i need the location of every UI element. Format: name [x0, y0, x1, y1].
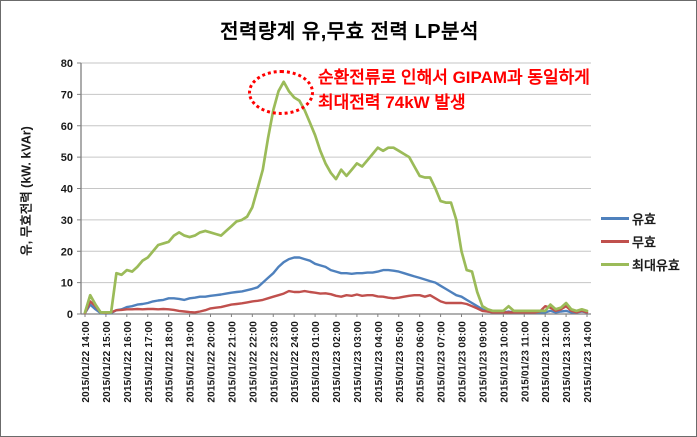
y-tick-label: 0: [67, 309, 73, 321]
x-tick-label: 2015/01/22 16:00: [123, 321, 134, 403]
x-tick-label: 2015/01/23 05:00: [395, 321, 406, 403]
x-tick-label: 2015/01/22 14:00: [81, 321, 92, 403]
y-tick-label: 50: [61, 152, 73, 164]
legend-label-reactive-power: 무효: [632, 235, 656, 250]
series-line-유효: [83, 256, 589, 315]
x-tick-label: 2015/01/23 03:00: [353, 321, 364, 403]
x-tick-label: 2015/01/22 23:00: [269, 321, 280, 403]
x-tick-label: 2015/01/23 10:00: [499, 321, 510, 403]
x-tick-label: 2015/01/23 09:00: [478, 321, 489, 403]
x-tick-label: 2015/01/22 20:00: [207, 321, 218, 403]
legend-item-max-active-power: 최대유효: [601, 253, 680, 276]
x-tick-label: 2015/01/22 24:00: [290, 321, 301, 403]
x-tick-label: 2015/01/23 13:00: [562, 321, 573, 403]
x-tick-label: 2015/01/22 15:00: [102, 321, 113, 403]
series-line-최대유효: [83, 80, 589, 314]
y-tick-label: 60: [61, 121, 73, 133]
annotation-callout: 순환전류로 인해서 GIPAM과 동일하게 최대전력 74kW 발생: [318, 65, 590, 115]
legend-item-active-power: 유효: [601, 207, 680, 230]
legend-label-active-power: 유효: [632, 212, 656, 227]
x-tick-label: 2015/01/23 08:00: [458, 321, 469, 403]
x-tick-label: 2015/01/23 11:00: [520, 321, 531, 402]
y-tick-label: 80: [61, 58, 73, 70]
legend-label-max-active-power: 최대유효: [632, 258, 680, 273]
peak-highlight-ellipse: [248, 70, 314, 115]
x-tick-label: 2015/01/22 17:00: [144, 321, 155, 403]
x-tick-label: 2015/01/23 01:00: [311, 321, 322, 403]
x-tick-label: 2015/01/23 06:00: [416, 321, 427, 403]
y-tick-label: 20: [61, 246, 73, 258]
x-tick-label: 2015/01/23 07:00: [437, 321, 448, 403]
annotation-line-2: 최대전력 74kW 발생: [318, 93, 466, 112]
x-tick-label: 2015/01/23 12:00: [541, 321, 552, 403]
y-tick-label: 40: [61, 184, 73, 196]
x-tick-label: 2015/01/22 22:00: [248, 321, 259, 403]
annotation-line-1: 순환전류로 인해서 GIPAM과 동일하게: [318, 68, 590, 87]
chart-title: 전력량계 유,무효 전력 LP분석: [220, 21, 479, 43]
x-tick-label: 2015/01/23 04:00: [374, 321, 385, 403]
x-tick-label: 2015/01/23 02:00: [332, 321, 343, 403]
legend-item-reactive-power: 무효: [601, 230, 680, 253]
legend-swatch-max-active-power: [601, 263, 629, 266]
y-tick-label: 30: [61, 215, 73, 227]
x-tick-label: 2015/01/22 18:00: [165, 321, 176, 403]
y-tick-label: 10: [61, 278, 73, 290]
x-tick-label: 2015/01/22 19:00: [186, 321, 197, 403]
series-line-무효: [83, 289, 589, 315]
legend: 유효 무효 최대유효: [601, 207, 680, 276]
y-tick-label: 70: [61, 89, 73, 101]
legend-swatch-reactive-power: [601, 240, 629, 243]
legend-swatch-active-power: [601, 217, 629, 220]
x-tick-label: 2015/01/23 14:00: [583, 321, 594, 403]
x-tick-label: 2015/01/22 21:00: [227, 321, 238, 403]
